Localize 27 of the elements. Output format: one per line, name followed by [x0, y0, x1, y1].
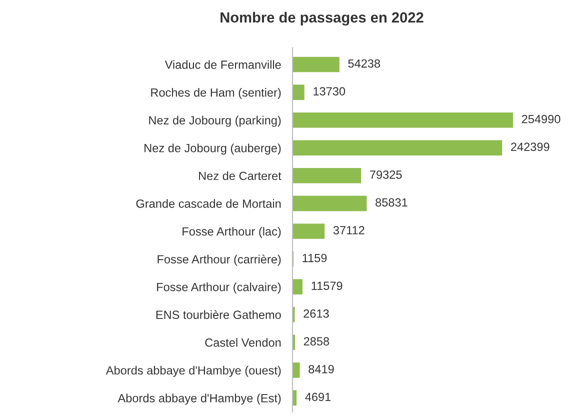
data-label: 85831 [376, 198, 408, 207]
data-label: 8419 [308, 364, 334, 374]
data-label: 13730 [314, 87, 346, 96]
data-label: 1159 [302, 254, 327, 262]
y-tick-label: Nez de Jobourg (parking) [149, 116, 281, 127]
y-tick-label: Grande cascade de Mortain [136, 199, 281, 208]
chart-title: Nombre de passages en 2022 [220, 12, 424, 26]
y-tick-label: Fosse Arthour (carrière) [158, 254, 281, 266]
y-tick-label: Nez de Carteret [199, 171, 282, 180]
data-label: 254990 [522, 114, 560, 124]
y-tick-label: Castel Vendon [205, 338, 281, 347]
data-label: 4691 [305, 392, 331, 402]
data-label: 242399 [511, 142, 550, 152]
y-tick-label: Nez de Jobourg (auberge) [144, 144, 281, 155]
data-label: 79325 [370, 170, 402, 179]
data-label: 2613 [304, 309, 329, 318]
y-tick-label: ENS tourbière Gathemo [156, 310, 281, 319]
data-label: 37112 [333, 226, 364, 234]
y-tick-label: Roches de Ham (sentier) [151, 88, 281, 100]
data-label: 11579 [312, 282, 342, 290]
data-label: 54238 [348, 59, 380, 68]
y-tick-label: Abords abbaye d'Hambye (Est) [118, 394, 281, 405]
y-tick-label: Fosse Arthour (lac) [182, 226, 281, 238]
data-label: 2858 [304, 337, 330, 346]
y-tick-label: Abords abbaye d'Hambye (ouest) [106, 366, 281, 377]
y-tick-label: Fosse Arthour (calvaire) [157, 282, 281, 294]
y-tick-label: Viaduc de Fermanville [164, 60, 281, 69]
